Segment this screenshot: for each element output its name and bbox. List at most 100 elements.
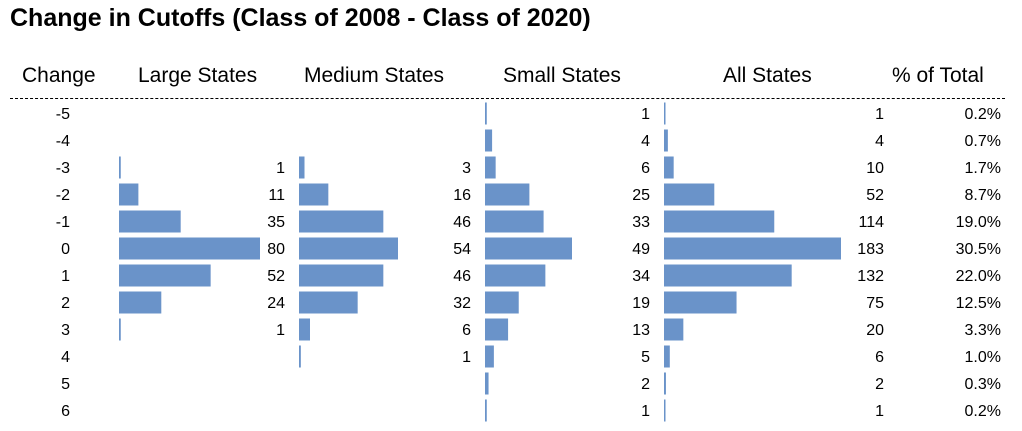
bar-all-1	[664, 264, 792, 287]
bar-medium--3	[299, 156, 305, 179]
value-label-all--5: 1	[875, 106, 884, 123]
bar-all-3	[664, 318, 684, 341]
bar-medium-1	[299, 264, 384, 287]
bar-small-3	[485, 318, 509, 341]
bar-small--5	[485, 102, 487, 125]
value-label-all-2: 75	[866, 295, 884, 312]
change-label--4: -4	[56, 133, 70, 150]
bar-large--1	[119, 210, 181, 233]
header-change: Change	[22, 64, 96, 87]
value-label-all--1: 114	[858, 214, 884, 231]
pct-of-total-1: 22.0%	[956, 268, 1001, 285]
pct-of-total-6: 0.2%	[965, 403, 1001, 420]
header-rule	[10, 98, 1005, 99]
change-label-0: 0	[61, 241, 70, 258]
value-label-small--5: 1	[641, 106, 650, 123]
change-label-4: 4	[61, 349, 70, 366]
bar-all-6	[664, 399, 666, 422]
change-label-3: 3	[61, 322, 70, 339]
value-label-small-0: 49	[632, 241, 650, 258]
value-label-large-0: 80	[267, 241, 285, 258]
header-medium-states: Medium States	[304, 64, 445, 87]
value-label-all-5: 2	[875, 376, 884, 393]
bar-small--4	[485, 129, 493, 152]
chart-title: Change in Cutoffs (Class of 2008 - Class…	[10, 4, 591, 32]
bar-all--1	[664, 210, 775, 233]
bar-large--2	[119, 183, 139, 206]
bar-small-1	[485, 264, 546, 287]
bar-all--5	[664, 102, 666, 125]
pct-of-total-5: 0.3%	[965, 376, 1001, 393]
bar-small-6	[485, 399, 487, 422]
pct-of-total--4: 0.7%	[965, 133, 1001, 150]
value-label-medium-3: 6	[462, 322, 471, 339]
bar-all-2	[664, 291, 737, 314]
value-label-all-4: 6	[875, 349, 884, 366]
bar-all-5	[664, 372, 666, 395]
value-label-small-1: 34	[632, 268, 650, 285]
value-label-small-6: 1	[641, 403, 650, 420]
bar-all-4	[664, 345, 670, 368]
header-pct-of-total: % of Total	[892, 64, 984, 87]
pct-of-total--1: 19.0%	[956, 214, 1001, 231]
change-label--3: -3	[56, 160, 70, 177]
value-label-all-0: 183	[857, 241, 884, 258]
pct-of-total-3: 3.3%	[965, 322, 1001, 339]
change-label-2: 2	[61, 295, 70, 312]
bar-small--3	[485, 156, 496, 179]
bar-large-3	[119, 318, 121, 341]
value-label-all--4: 4	[875, 133, 884, 150]
value-label-large-1: 52	[267, 268, 285, 285]
bar-small-2	[485, 291, 519, 314]
value-label-small--2: 25	[632, 187, 650, 204]
bar-medium--2	[299, 183, 329, 206]
bar-medium--1	[299, 210, 384, 233]
bar-small--1	[485, 210, 544, 233]
header-small-states: Small States	[503, 64, 621, 87]
bar-large-0	[119, 237, 260, 260]
value-label-small-3: 13	[632, 322, 650, 339]
change-label--5: -5	[56, 106, 70, 123]
value-label-medium-2: 32	[453, 295, 471, 312]
value-label-small--4: 4	[641, 133, 650, 150]
bar-medium-4	[299, 345, 301, 368]
bar-medium-0	[299, 237, 398, 260]
bar-all--4	[664, 129, 668, 152]
bar-large--3	[119, 156, 121, 179]
change-label-6: 6	[61, 403, 70, 420]
value-label-all-1: 132	[857, 268, 884, 285]
value-label-all-3: 20	[866, 322, 884, 339]
change-label-1: 1	[61, 268, 70, 285]
bar-small-5	[485, 372, 489, 395]
change-label-5: 5	[61, 376, 70, 393]
value-label-large--1: 35	[267, 214, 285, 231]
value-label-all--2: 52	[866, 187, 884, 204]
value-label-large--3: 1	[276, 160, 285, 177]
bar-all--2	[664, 183, 715, 206]
value-label-small-5: 2	[641, 376, 650, 393]
bar-small--2	[485, 183, 530, 206]
bar-small-4	[485, 345, 494, 368]
value-label-medium--1: 46	[453, 214, 471, 231]
change-label--1: -1	[56, 214, 70, 231]
value-label-large-2: 24	[267, 295, 285, 312]
value-label-small-4: 5	[641, 349, 650, 366]
value-label-all-6: 1	[875, 403, 884, 420]
pct-of-total--3: 1.7%	[965, 160, 1001, 177]
pct-of-total--2: 8.7%	[965, 187, 1001, 204]
bar-large-1	[119, 264, 211, 287]
bar-medium-2	[299, 291, 358, 314]
value-label-medium-0: 54	[453, 241, 471, 258]
value-label-all--3: 10	[866, 160, 884, 177]
pct-of-total--5: 0.2%	[965, 106, 1001, 123]
value-label-large-3: 1	[276, 322, 285, 339]
change-label--2: -2	[56, 187, 70, 204]
value-label-medium--3: 3	[462, 160, 471, 177]
pct-of-total-0: 30.5%	[956, 241, 1001, 258]
value-label-medium-1: 46	[453, 268, 471, 285]
value-label-small-2: 19	[632, 295, 650, 312]
bar-large-2	[119, 291, 162, 314]
header-all-states: All States	[723, 64, 812, 87]
value-label-medium--2: 16	[453, 187, 471, 204]
